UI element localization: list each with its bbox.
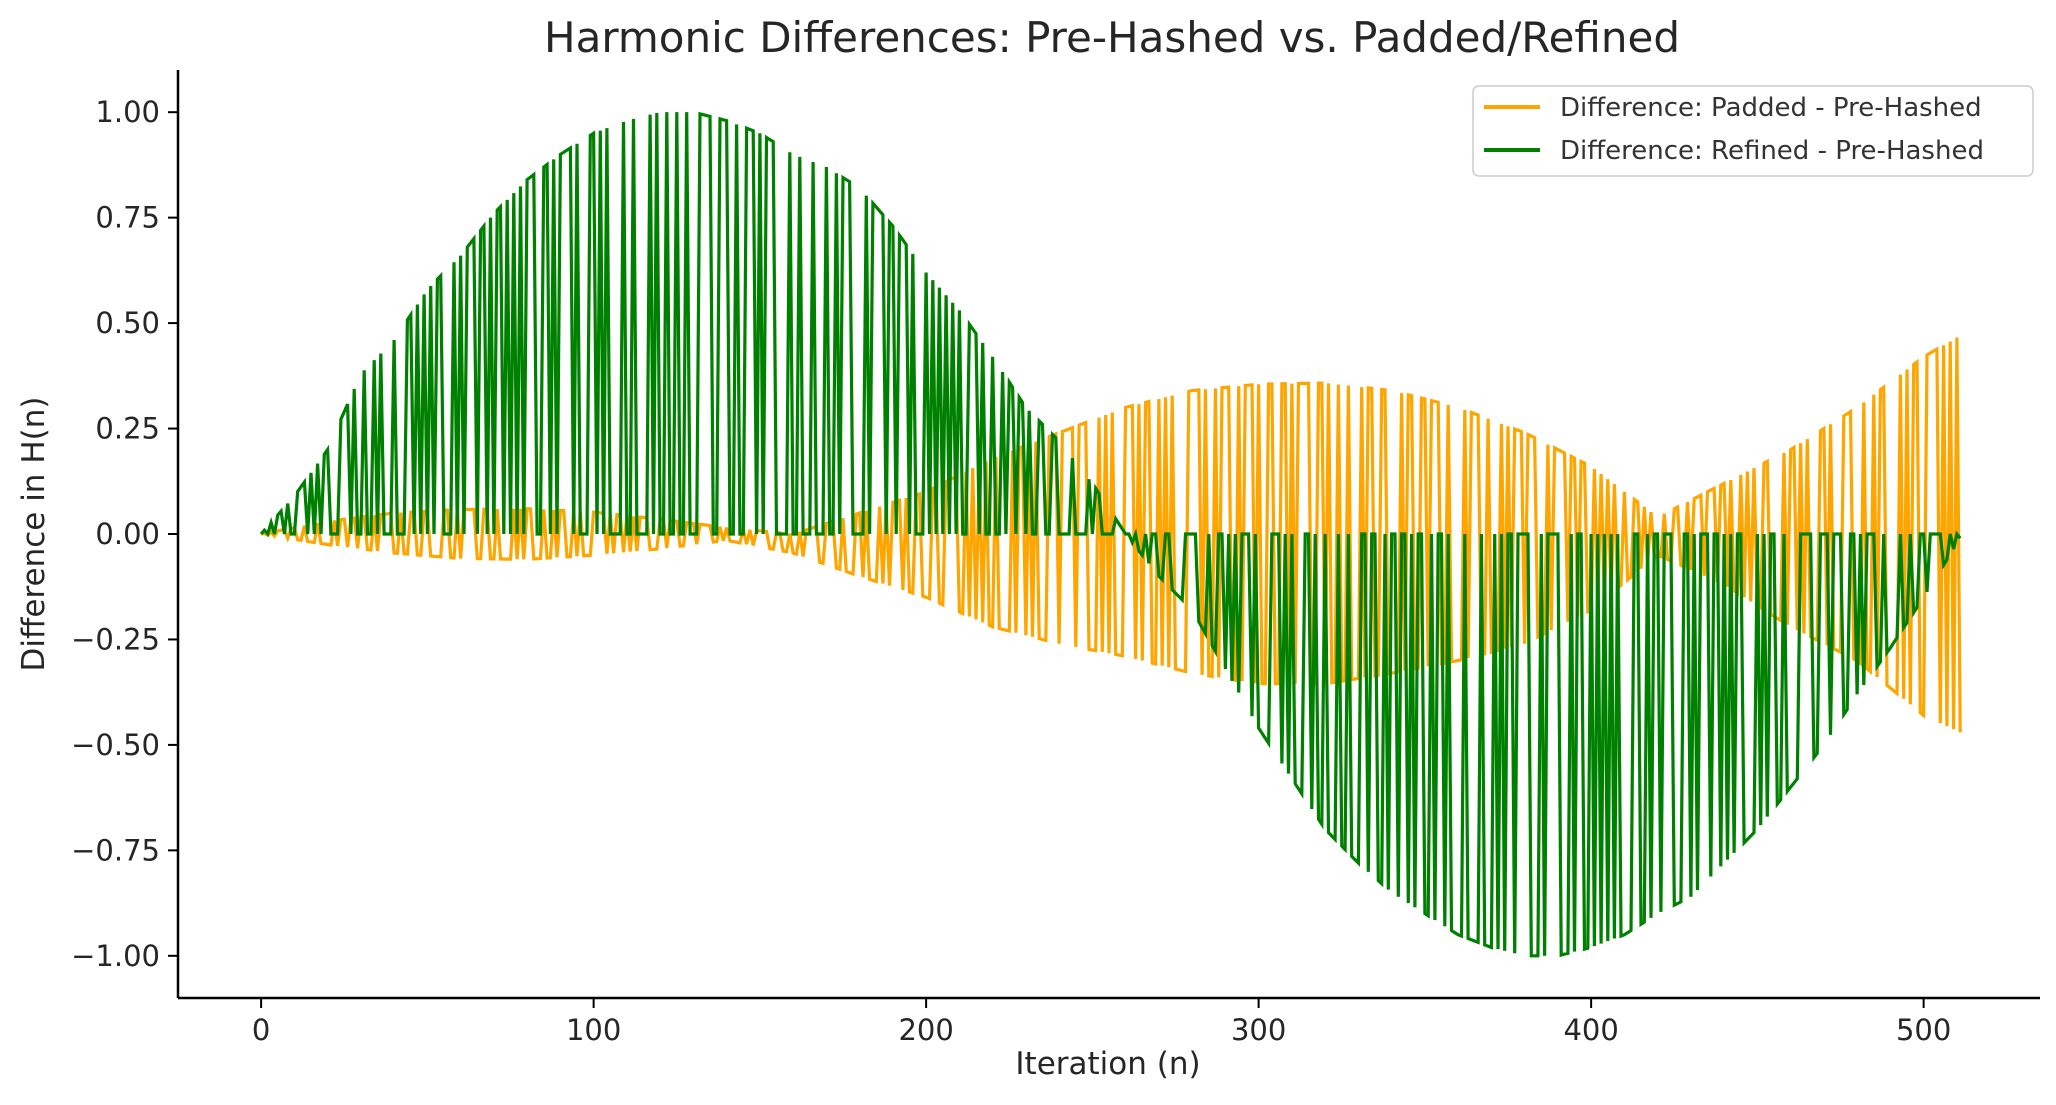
y-tick-label: 0.00 (95, 517, 160, 551)
y-tick-label: 0.75 (95, 201, 160, 235)
y-tick-label: −0.75 (71, 833, 160, 867)
legend-box (1472, 85, 2034, 177)
y-tick-label: 0.25 (95, 412, 160, 446)
x-tick-label: 100 (566, 1013, 621, 1047)
x-tick-label: 500 (1896, 1013, 1951, 1047)
x-tick-label: 0 (252, 1013, 270, 1047)
x-ticks: 0 100 200 300 400 500 (252, 998, 1951, 1047)
legend: Difference: Padded - Pre-Hashed Differen… (1472, 85, 2034, 177)
y-tick-label: −0.25 (71, 622, 160, 656)
x-tick-label: 300 (1231, 1013, 1286, 1047)
plot-area (259, 111, 1962, 958)
x-tick-label: 200 (898, 1013, 953, 1047)
y-tick-label: 1.00 (95, 95, 160, 129)
y-axis-label: Difference in H(n) (16, 397, 52, 672)
y-tick-label: −1.00 (71, 939, 160, 973)
series-line-1 (259, 111, 1962, 958)
chart-title: Harmonic Differences: Pre-Hashed vs. Pad… (544, 13, 1680, 62)
x-axis-label: Iteration (n) (1015, 1046, 1200, 1082)
x-tick-label: 400 (1563, 1013, 1618, 1047)
y-tick-label: −0.50 (71, 728, 160, 762)
y-ticks: 1.00 0.75 0.50 0.25 0.00 −0.25 −0.50 −0.75 −1.00 (71, 95, 178, 973)
legend-label-padded: Difference: Padded - Pre-Hashed (1560, 93, 1982, 123)
legend-label-refined: Difference: Refined - Pre-Hashed (1560, 136, 1984, 166)
y-tick-label: 0.50 (95, 306, 160, 340)
